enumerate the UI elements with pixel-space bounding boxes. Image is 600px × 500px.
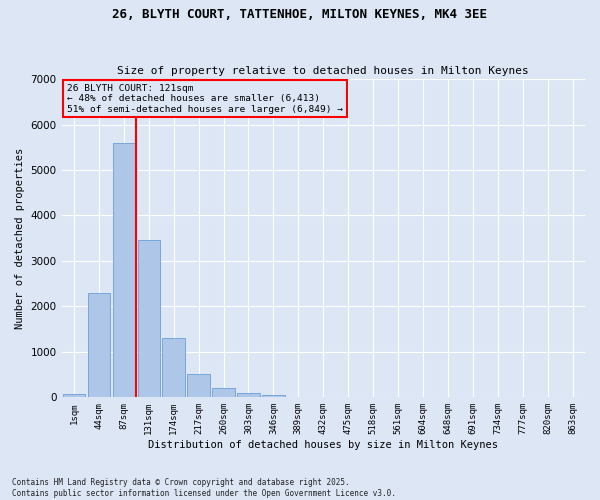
X-axis label: Distribution of detached houses by size in Milton Keynes: Distribution of detached houses by size … xyxy=(148,440,498,450)
Bar xyxy=(187,374,210,398)
Bar xyxy=(262,395,284,398)
Title: Size of property relative to detached houses in Milton Keynes: Size of property relative to detached ho… xyxy=(118,66,529,76)
Text: Contains HM Land Registry data © Crown copyright and database right 2025.
Contai: Contains HM Land Registry data © Crown c… xyxy=(12,478,396,498)
Bar xyxy=(237,393,260,398)
Text: 26 BLYTH COURT: 121sqm
← 48% of detached houses are smaller (6,413)
51% of semi-: 26 BLYTH COURT: 121sqm ← 48% of detached… xyxy=(67,84,343,114)
Bar xyxy=(137,240,160,398)
Bar xyxy=(212,388,235,398)
Bar xyxy=(88,293,110,398)
Text: 26, BLYTH COURT, TATTENHOE, MILTON KEYNES, MK4 3EE: 26, BLYTH COURT, TATTENHOE, MILTON KEYNE… xyxy=(113,8,487,20)
Y-axis label: Number of detached properties: Number of detached properties xyxy=(15,148,25,329)
Bar xyxy=(113,142,135,398)
Bar xyxy=(63,394,85,398)
Bar xyxy=(163,338,185,398)
